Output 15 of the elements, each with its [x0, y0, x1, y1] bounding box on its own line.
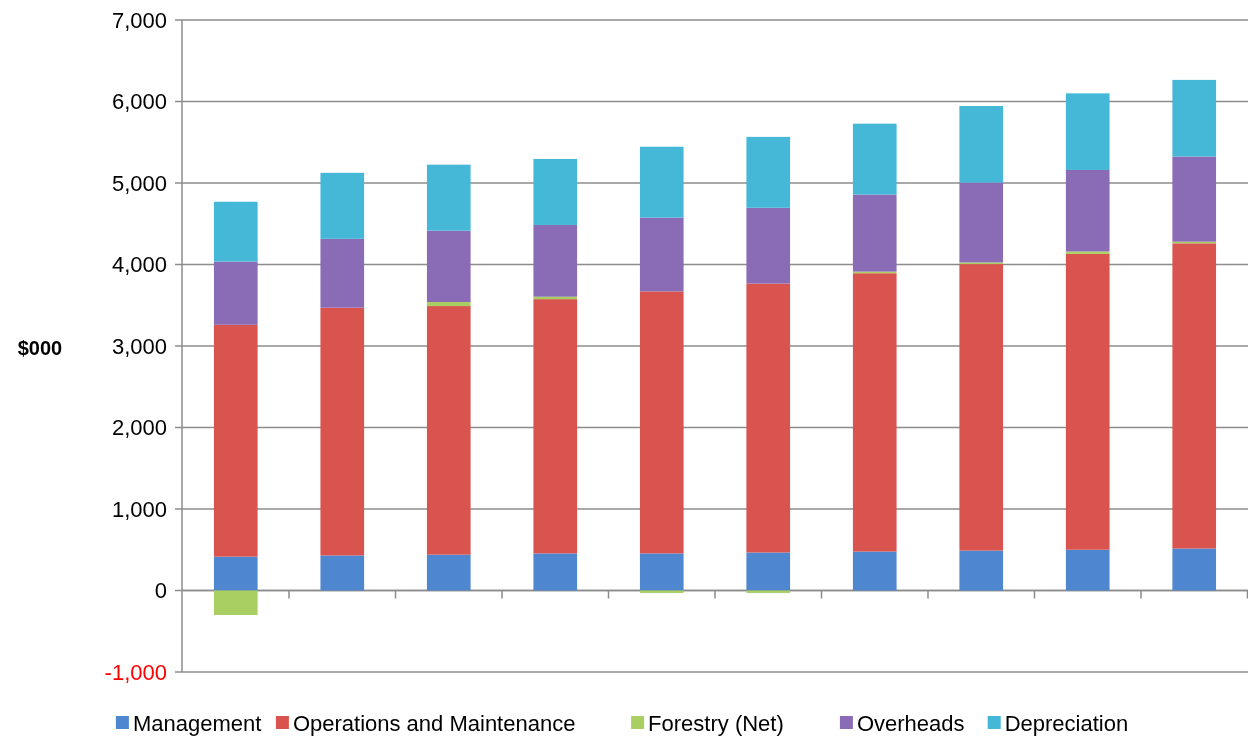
y-tick-label: 6,000: [111, 89, 167, 115]
y-tick-label: 7,000: [111, 7, 167, 33]
y-axis-title: $000: [17, 337, 63, 359]
legend-label: Depreciation: [1004, 710, 1129, 736]
y-tick-label: 1,000: [111, 496, 167, 522]
y-tick-label: 0: [154, 578, 167, 604]
legend-label: Forestry (Net): [648, 710, 784, 736]
y-tick-label: 5,000: [111, 170, 167, 196]
y-tick-label: 2,000: [111, 415, 167, 441]
legend-label: Operations and Maintenance: [292, 710, 576, 736]
y-tick-label: -1,000: [104, 659, 167, 685]
y-tick-label: 3,000: [111, 333, 167, 359]
legend-label: Management: [132, 710, 262, 736]
legend-label: Overheads: [856, 710, 965, 736]
y-tick-label: 4,000: [111, 252, 167, 278]
